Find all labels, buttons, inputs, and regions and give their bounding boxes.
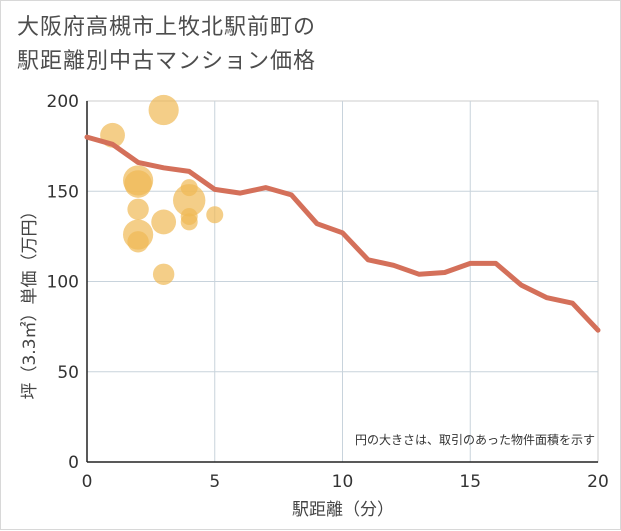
title-line-2: 駅距離別中古マンション価格	[17, 49, 317, 74]
y-tick-label: 100	[47, 273, 79, 293]
data-bubble	[206, 206, 224, 224]
y-tick-label: 0	[68, 453, 79, 473]
line-layer	[84, 134, 601, 333]
y-axis-title: 坪（3.3㎡）単価（万円）	[20, 202, 40, 399]
data-bubble	[151, 209, 177, 235]
data-bubble	[124, 170, 152, 198]
y-tick-label: 50	[57, 363, 79, 383]
data-bubble	[127, 231, 149, 253]
data-bubble	[127, 198, 149, 220]
chart-title: 大阪府高槻市上牧北駅前町の 駅距離別中古マンション価格	[17, 11, 316, 79]
x-tick-label: 15	[459, 472, 481, 492]
x-axis-title: 駅距離（分）	[292, 500, 394, 520]
title-line-1: 大阪府高槻市上牧北駅前町の	[17, 15, 317, 40]
average-price-line	[84, 134, 601, 333]
bubble-size-note: 円の大きさは、取引のあった物件面積を示す	[355, 432, 595, 447]
x-tick-label: 0	[82, 472, 93, 492]
data-bubble	[152, 263, 175, 285]
data-bubble	[173, 184, 206, 217]
x-tick-label: 10	[332, 472, 354, 492]
data-bubble	[180, 213, 198, 231]
x-tick-label: 5	[209, 472, 220, 492]
y-tick-label: 200	[47, 92, 79, 112]
data-bubble	[148, 94, 179, 126]
axes-layer	[86, 101, 598, 463]
x-tick-label: 20	[587, 472, 609, 492]
y-tick-label: 150	[47, 182, 79, 202]
bubble-layer	[100, 94, 224, 285]
